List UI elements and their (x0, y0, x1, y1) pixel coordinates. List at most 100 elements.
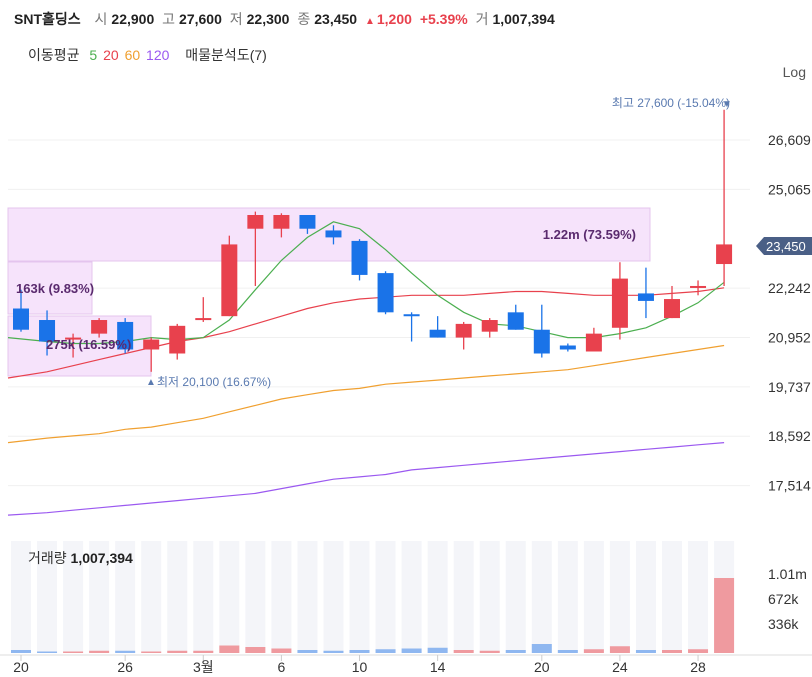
volume-bar (427, 647, 448, 653)
price-tick-label: 26,609 (768, 132, 811, 148)
price-tick-label: 18,592 (768, 428, 811, 444)
ma-5-label[interactable]: 5 (89, 47, 98, 63)
candle (351, 239, 368, 281)
zone-label-low: 275k (16.59%) (46, 337, 131, 352)
log-scale-toggle[interactable]: Log (782, 64, 806, 80)
date-tick-label: 20 (534, 659, 550, 675)
candle-body (664, 299, 680, 319)
ma-legend-label: 이동평균 (28, 47, 80, 63)
grid (8, 139, 750, 487)
volume-bg (609, 541, 630, 653)
open-label: 시 (94, 11, 108, 27)
candle-body (143, 339, 160, 350)
current-price-tag: 23,450 (756, 237, 812, 255)
candle (247, 211, 264, 286)
volume-bg (11, 541, 31, 653)
volume-bar (63, 651, 84, 653)
volume-bar (557, 650, 578, 653)
low-marker-icon: ▲ (146, 377, 156, 388)
ma-20-label[interactable]: 20 (103, 47, 119, 63)
candle (195, 297, 212, 322)
change-percent: +5.39% (419, 11, 468, 27)
candle-body (403, 314, 420, 317)
volume-value: 1,007,394 (492, 11, 555, 27)
stock-name[interactable]: SNT홀딩스 (14, 11, 81, 27)
date-tick-label: 28 (690, 659, 706, 675)
zone-label-high: 1.22m (73.59%) (543, 227, 636, 242)
zone-label-mid: 163k (9.83%) (16, 281, 94, 296)
candle (585, 327, 602, 352)
volume-bar (375, 649, 396, 653)
volume-bar (349, 650, 370, 653)
close-price: 23,450 (314, 11, 358, 27)
volume-bar (193, 650, 214, 653)
price-axis: 26,609 25,065 22,242 20,952 19,737 18,592 17,5… (768, 132, 811, 494)
volume-tick-label: 672k (768, 591, 799, 607)
candle (716, 109, 733, 286)
low-label: 저 (229, 11, 243, 27)
moving-average-lines (7, 221, 725, 516)
current-price-label: 23,450 (766, 239, 806, 254)
volume-panel-title: 거래량 (28, 550, 67, 566)
volume-bar (505, 650, 526, 653)
ma-60-label[interactable]: 60 (124, 47, 141, 63)
candle-body (429, 329, 446, 338)
volume-bar (245, 647, 266, 653)
candle-body (91, 320, 108, 334)
volume-panel-value: 1,007,394 (70, 550, 133, 566)
volume-bar (297, 650, 318, 653)
candle-body (351, 240, 368, 275)
volume-bg (349, 541, 370, 653)
volume-bg (557, 541, 578, 653)
date-axis: 20 26 3월 6 10 14 20 24 28 (0, 654, 812, 675)
date-tick-label: 20 (13, 659, 29, 675)
date-tick-label: 6 (278, 659, 286, 675)
change-amount: 1,200 (376, 11, 412, 27)
candle-body (716, 244, 733, 265)
candle (39, 310, 56, 356)
high-marker-icon: ▼ (722, 99, 732, 110)
volume-label: 거 (475, 11, 489, 27)
candle (273, 213, 290, 238)
date-tick-label: 10 (352, 659, 368, 675)
volume-bg (37, 541, 58, 653)
candle-body (637, 293, 654, 301)
volume-bar (167, 650, 188, 653)
date-tick-label: 14 (430, 659, 446, 675)
volume-axis: 1.01m 672k 336k (768, 566, 807, 632)
candle-body (273, 214, 290, 229)
volume-bar (688, 649, 709, 653)
ma-legend[interactable]: 이동평균 5 20 60 120 매물분석도(7) (28, 45, 273, 65)
volume-bar (453, 650, 474, 653)
price-tick-label: 19,737 (768, 379, 811, 395)
volume-bar (531, 644, 552, 653)
volume-bg (635, 541, 656, 653)
candle (91, 318, 108, 338)
volume-bg (297, 541, 318, 653)
volume-bar (323, 650, 344, 653)
low-price: 22,300 (246, 11, 290, 27)
candle-body (585, 333, 602, 352)
close-label: 종 (297, 11, 311, 27)
volume-bar (609, 646, 630, 653)
candle (481, 318, 498, 338)
volume-bg (401, 541, 422, 653)
candle-body (481, 320, 498, 332)
ma-120-label[interactable]: 120 (146, 47, 170, 63)
volume-panel-label: 거래량 1,007,394 (28, 548, 133, 568)
candles (13, 109, 733, 372)
change-up-icon: ▲ (364, 16, 375, 27)
candle (169, 323, 186, 360)
volume-bg (115, 541, 136, 653)
volume-bar (141, 651, 162, 653)
candle (65, 333, 82, 358)
volume-profile-toggle[interactable]: 매물분석도(7) (185, 47, 267, 63)
volume-tick-label: 336k (768, 616, 799, 632)
volume-bg (375, 541, 396, 653)
candle-body (325, 230, 342, 238)
candle (559, 343, 576, 352)
volume-bar (479, 650, 500, 653)
price-tick-label: 20,952 (768, 329, 811, 345)
high-price: 27,600 (179, 11, 222, 27)
